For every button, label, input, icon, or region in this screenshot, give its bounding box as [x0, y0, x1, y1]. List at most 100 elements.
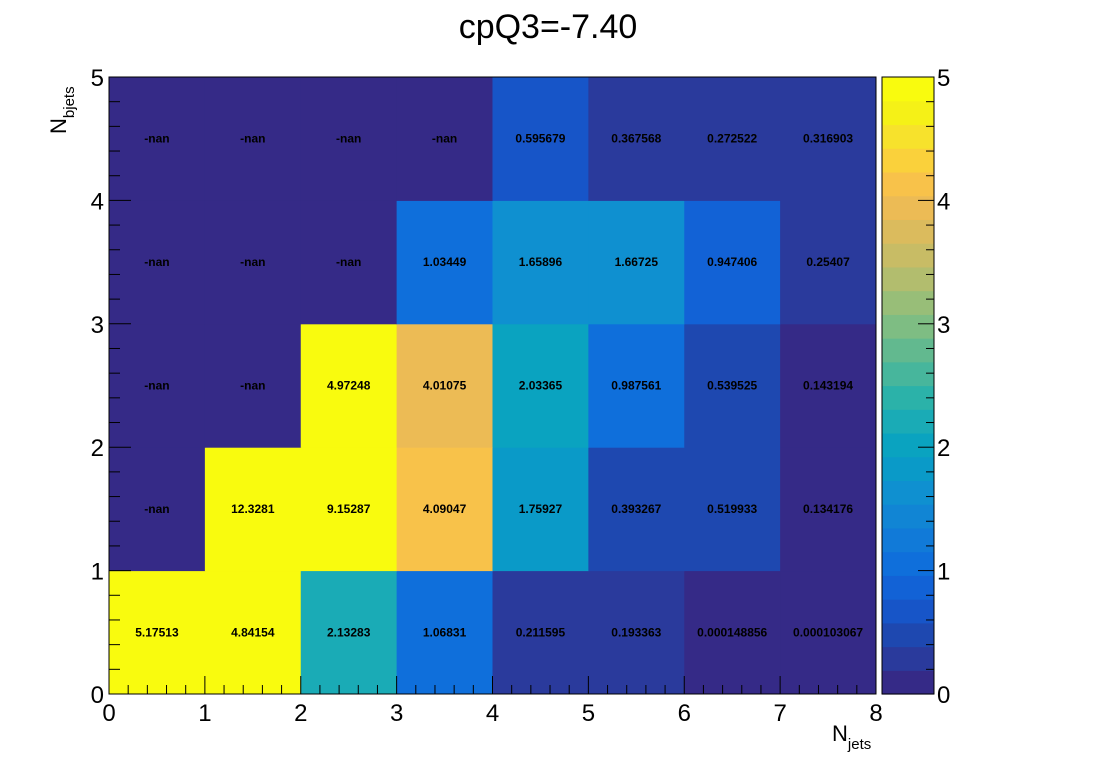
- heatmap-cell: [204, 200, 302, 325]
- y-axis-title-main: N: [46, 118, 71, 134]
- cell-value-label: 0.987561: [611, 379, 661, 393]
- heatmap-cell: [588, 447, 685, 572]
- heatmap-cell: [300, 447, 398, 572]
- heatmap-cell: [109, 323, 206, 448]
- cell-value-label: 1.75927: [519, 502, 563, 516]
- heatmap-cell: [780, 77, 877, 201]
- heatmap-cell: [204, 77, 302, 201]
- heatmap-cell: [300, 200, 398, 325]
- heatmap-cell: [109, 570, 206, 695]
- heatmap-cell: [204, 323, 302, 448]
- heatmap-cell: [684, 200, 781, 325]
- y-tick-label: 2: [91, 435, 104, 462]
- color-scale-step: [882, 480, 934, 505]
- y-tick-label: 3: [91, 312, 104, 339]
- color-scale-step: [882, 314, 934, 339]
- color-scale-step: [882, 432, 934, 458]
- x-tick-label: 2: [294, 700, 307, 727]
- heatmap-cell: [684, 77, 781, 201]
- y-tick-label: 0: [91, 682, 104, 709]
- x-tick-label: 3: [390, 700, 403, 727]
- cell-value-label: 9.15287: [327, 502, 371, 516]
- heatmap-cell: [492, 77, 589, 201]
- heatmap-cell: [684, 447, 781, 572]
- x-tick-label: 4: [486, 700, 499, 727]
- color-scale-step: [882, 219, 934, 244]
- cell-value-label: 1.03449: [423, 255, 467, 269]
- y-tick-label: 5: [91, 65, 104, 92]
- cell-value-label: -nan: [144, 255, 169, 269]
- color-scale-step: [882, 171, 934, 197]
- heatmap-cell: [588, 200, 685, 325]
- cell-value-label: 4.01075: [423, 379, 467, 393]
- x-tick-label: 6: [678, 700, 691, 727]
- color-scale-bar: 0 1 2 3 4 5: [881, 65, 950, 709]
- color-scale-step: [882, 670, 934, 695]
- color-scale-step: [882, 243, 934, 268]
- heatmap-cell: [300, 323, 398, 448]
- color-scale-label: 4: [937, 188, 950, 215]
- cell-value-label: -nan: [240, 379, 265, 393]
- cell-value-label: 2.03365: [519, 379, 563, 393]
- color-scale-step: [882, 124, 934, 149]
- cell-value-label: 12.3281: [231, 502, 275, 516]
- color-scale-border: [881, 76, 935, 695]
- cell-labels: 5.17513 4.84154 2.13283 1.06831 0.211595 0.19…: [135, 132, 863, 640]
- heatmap-cell: [588, 570, 685, 695]
- cell-value-label: -nan: [144, 502, 169, 516]
- x-tick-label: 8: [869, 700, 882, 727]
- heatmap-cell: [396, 323, 493, 448]
- x-axis-title-main: N: [832, 721, 848, 746]
- heatmap-cell: [492, 323, 589, 448]
- color-scale-label: 0: [937, 682, 950, 709]
- heatmap-cell: [684, 323, 781, 448]
- color-scale-step: [882, 622, 934, 648]
- color-scale-step: [882, 385, 934, 410]
- heatmap-cell: [492, 200, 589, 325]
- x-tick-label: 0: [102, 700, 115, 727]
- heatmap-cell: [780, 447, 877, 572]
- cell-value-label: -nan: [144, 132, 169, 146]
- color-scale-step: [882, 361, 934, 387]
- cell-value-label: 4.09047: [423, 502, 467, 516]
- y-tick-label: 4: [91, 188, 104, 215]
- color-scale-step: [882, 266, 934, 292]
- cell-value-label: -nan: [432, 132, 457, 146]
- cell-value-label: -nan: [336, 255, 361, 269]
- heatmap-cell: [780, 200, 877, 325]
- heatmap-cell: [588, 77, 685, 201]
- heatmap-cell: [780, 323, 877, 448]
- cell-value-label: 0.367568: [611, 132, 661, 146]
- color-scale-step: [882, 575, 934, 600]
- cell-value-label: 0.595679: [515, 132, 565, 146]
- x-tick-label: 7: [773, 700, 786, 727]
- y-tick-label: 1: [91, 559, 104, 586]
- heatmap-cell: [492, 570, 589, 695]
- cell-value-label: 1.65896: [519, 255, 563, 269]
- cell-value-label: -nan: [336, 132, 361, 146]
- cell-value-label: 0.193363: [611, 625, 661, 639]
- cell-value-label: 0.947406: [707, 255, 757, 269]
- heatmap-cell: [588, 323, 685, 448]
- heatmap-cell: [109, 447, 206, 572]
- cell-value-label: 0.143194: [803, 379, 853, 393]
- y-axis-title: Nbjets: [46, 86, 78, 134]
- cell-value-label: 1.06831: [423, 625, 467, 639]
- heatmap-cell: [300, 570, 398, 695]
- chart-title: cpQ3=-7.40: [459, 8, 638, 46]
- y-axis: 0 1 2 3 4 5: [91, 65, 131, 709]
- x-tick-label: 5: [582, 700, 595, 727]
- color-scale-step: [882, 646, 934, 671]
- x-tick-label: 1: [198, 700, 211, 727]
- color-scale-label: 1: [937, 559, 950, 586]
- cell-value-label: 2.13283: [327, 625, 371, 639]
- heatmap-cell: [204, 570, 302, 695]
- heatmap-cell: [684, 570, 781, 695]
- color-scale-step: [882, 551, 934, 576]
- color-scale-step: [882, 599, 934, 624]
- color-scale-step: [882, 504, 934, 529]
- color-scale-label: 5: [937, 65, 950, 92]
- color-scale-step: [882, 527, 934, 553]
- color-scale-step: [882, 100, 934, 126]
- color-scale-label: 2: [937, 435, 950, 462]
